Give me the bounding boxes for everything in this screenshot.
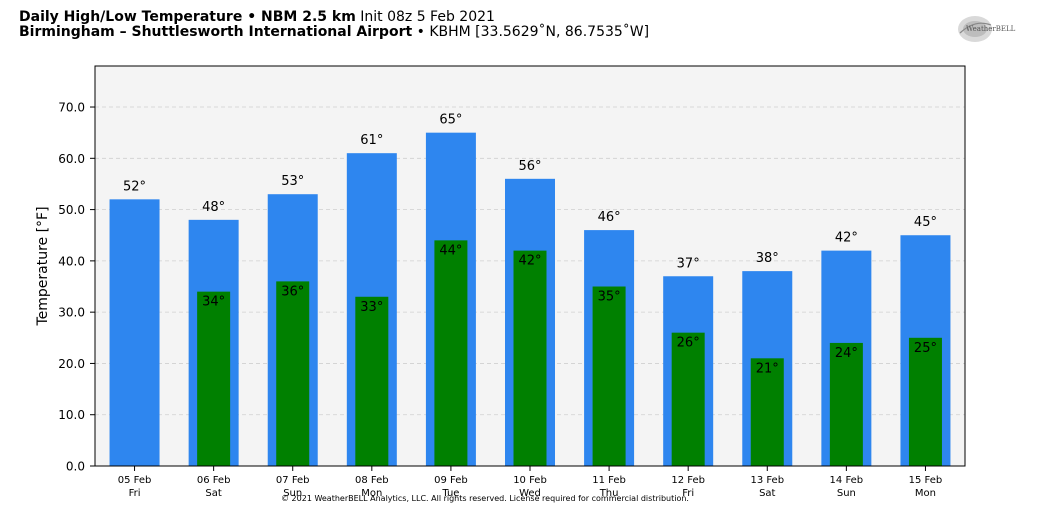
x-tick-date: 14 Feb bbox=[830, 475, 864, 486]
y-tick-label: 30.0 bbox=[58, 306, 85, 320]
weatherbell-logo: WeatherBELL bbox=[958, 16, 1016, 42]
high-temp-label: 61° bbox=[360, 133, 383, 148]
high-temp-label: 48° bbox=[202, 200, 225, 215]
x-tick-date: 12 Feb bbox=[671, 475, 705, 486]
high-temp-label: 45° bbox=[914, 215, 937, 230]
y-tick-label: 40.0 bbox=[58, 254, 85, 268]
x-tick-day: Fri bbox=[129, 488, 141, 499]
low-temp-bar bbox=[513, 250, 547, 466]
location-detail: • KBHM [33.5629˚N, 86.7535˚W] bbox=[416, 24, 650, 40]
x-tick-day: Tue bbox=[441, 488, 459, 499]
low-temp-label: 21° bbox=[756, 361, 779, 376]
high-temp-label: 56° bbox=[518, 159, 541, 174]
copyright-notice: © 2021 WeatherBELL Analytics, LLC. All r… bbox=[281, 494, 689, 503]
y-tick-label: 20.0 bbox=[58, 357, 85, 371]
low-temp-label: 35° bbox=[598, 290, 621, 305]
chart-subtitle: Birmingham – Shuttlesworth International… bbox=[19, 24, 649, 40]
high-temp-label: 42° bbox=[835, 231, 858, 246]
low-temp-bar bbox=[197, 291, 231, 466]
low-temp-label: 33° bbox=[360, 300, 383, 315]
x-tick-date: 11 Feb bbox=[592, 475, 626, 486]
high-temp-label: 52° bbox=[123, 179, 146, 194]
x-tick-day: Thu bbox=[599, 488, 619, 499]
high-temp-label: 46° bbox=[598, 210, 621, 225]
y-tick-label: 0.0 bbox=[66, 460, 85, 474]
high-temp-label: 53° bbox=[281, 174, 304, 189]
x-tick-day: Mon bbox=[361, 488, 382, 499]
low-temp-bar bbox=[750, 358, 784, 466]
location-name: Birmingham – Shuttlesworth International… bbox=[19, 24, 413, 40]
x-tick-day: Sat bbox=[759, 488, 775, 499]
y-tick-label: 10.0 bbox=[58, 408, 85, 422]
x-tick-date: 15 Feb bbox=[909, 475, 943, 486]
y-tick-label: 50.0 bbox=[58, 203, 85, 217]
high-temp-label: 65° bbox=[439, 113, 462, 128]
x-tick-day: Sun bbox=[283, 488, 302, 499]
x-tick-day: Fri bbox=[682, 488, 694, 499]
title-init: Init 08z 5 Feb 2021 bbox=[360, 9, 495, 25]
high-temp-label: 37° bbox=[677, 256, 700, 271]
y-axis: 0.0 10.0 20.0 30.0 40.0 50.0 60.0 70.0 bbox=[58, 101, 95, 474]
x-tick-day: Wed bbox=[519, 488, 541, 499]
y-tick-label: 60.0 bbox=[58, 152, 85, 166]
x-tick-date: 13 Feb bbox=[750, 475, 784, 486]
chart-title: Daily High/Low Temperature • NBM 2.5 km … bbox=[19, 9, 495, 25]
low-temp-bar bbox=[276, 281, 310, 466]
high-temp-bar bbox=[109, 199, 160, 467]
x-tick-date: 06 Feb bbox=[197, 475, 231, 486]
x-tick-date: 09 Feb bbox=[434, 475, 468, 486]
high-temp-label: 38° bbox=[756, 251, 779, 266]
low-temp-bar bbox=[355, 296, 389, 466]
low-temp-label: 34° bbox=[202, 295, 225, 310]
logo-text: WeatherBELL bbox=[966, 25, 1016, 33]
low-temp-bar bbox=[829, 342, 863, 466]
bars bbox=[109, 132, 951, 467]
title-main: Daily High/Low Temperature • NBM 2.5 km bbox=[19, 9, 356, 25]
x-tick-date: 08 Feb bbox=[355, 475, 389, 486]
x-tick-day: Sun bbox=[837, 488, 856, 499]
low-temp-label: 25° bbox=[914, 341, 937, 356]
y-axis-label: Temperature [°F] bbox=[35, 206, 51, 326]
low-temp-label: 26° bbox=[677, 336, 700, 351]
x-tick-date: 07 Feb bbox=[276, 475, 310, 486]
low-temp-label: 42° bbox=[518, 254, 541, 269]
low-temp-bar bbox=[592, 286, 626, 466]
x-tick-day: Mon bbox=[915, 488, 936, 499]
x-axis: 05 Feb Fri 06 Feb Sat 07 Feb Sun 08 Feb Mon 09 F… bbox=[118, 466, 943, 499]
low-temp-bar bbox=[671, 332, 705, 466]
x-tick-day: Sat bbox=[205, 488, 221, 499]
x-tick-date: 05 Feb bbox=[118, 475, 152, 486]
low-temp-label: 44° bbox=[439, 243, 462, 258]
y-tick-label: 70.0 bbox=[58, 101, 85, 115]
x-tick-date: 10 Feb bbox=[513, 475, 547, 486]
data-labels: 52° 48° 53° 61° 65° 56° 46° 37° 38° 42° 45° 34° 36° 3… bbox=[123, 113, 937, 377]
low-temp-label: 24° bbox=[835, 346, 858, 361]
low-temp-bar bbox=[908, 337, 942, 466]
low-temp-label: 36° bbox=[281, 284, 304, 299]
low-temp-bar bbox=[434, 240, 468, 466]
